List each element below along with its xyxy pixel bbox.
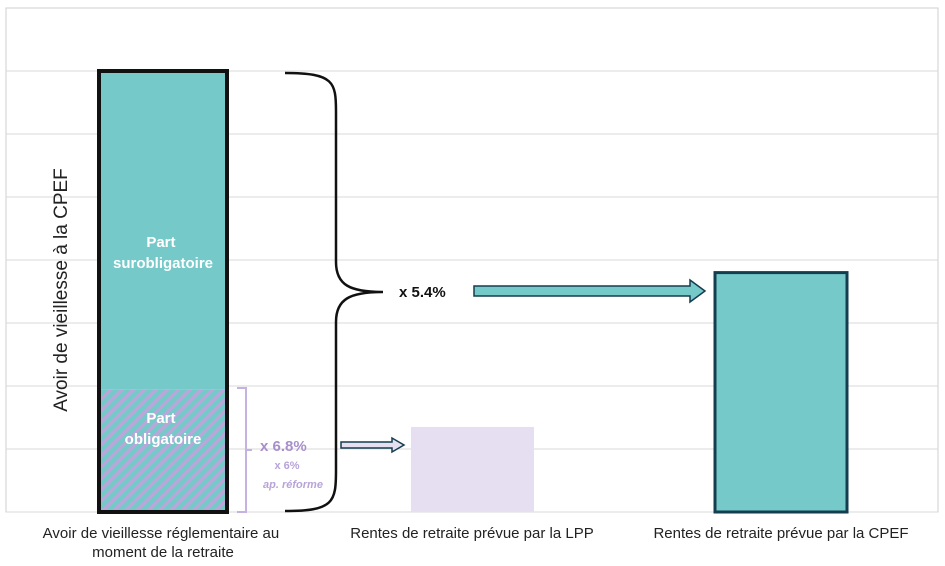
factor-low-note: ap. réforme: [263, 479, 323, 491]
bar-cpef: [713, 271, 849, 514]
category-label-2: Rentes de retraite prévue par la LPP: [350, 525, 593, 542]
factor-low-alt: x 6%: [274, 460, 299, 472]
stacked-bar-outline: [97, 69, 229, 514]
factor-main: x 5.4%: [399, 284, 446, 301]
bar-segment-surobligatoire: [99, 71, 227, 390]
factor-low: x 6.8%: [260, 438, 307, 455]
segment-label-obligatoire: Part obligatoire: [125, 410, 202, 448]
segment-label-surobligatoire: Part surobligatoire: [113, 234, 213, 272]
arrow-to-cpef: [473, 278, 707, 304]
bar-segment-obligatoire: [99, 389, 227, 512]
category-label-1: Avoir de vieillesse réglementaire au mom…: [43, 525, 284, 561]
bar-lpp: [411, 426, 534, 512]
bracket-obligatoire: [237, 387, 252, 513]
arrow-to-lpp: [340, 436, 406, 454]
y-axis-label: Avoir de vieillesse à la CPEF: [51, 168, 72, 412]
brace-total: [284, 71, 384, 513]
category-label-3: Rentes de retraite prévue par la CPEF: [653, 525, 908, 542]
